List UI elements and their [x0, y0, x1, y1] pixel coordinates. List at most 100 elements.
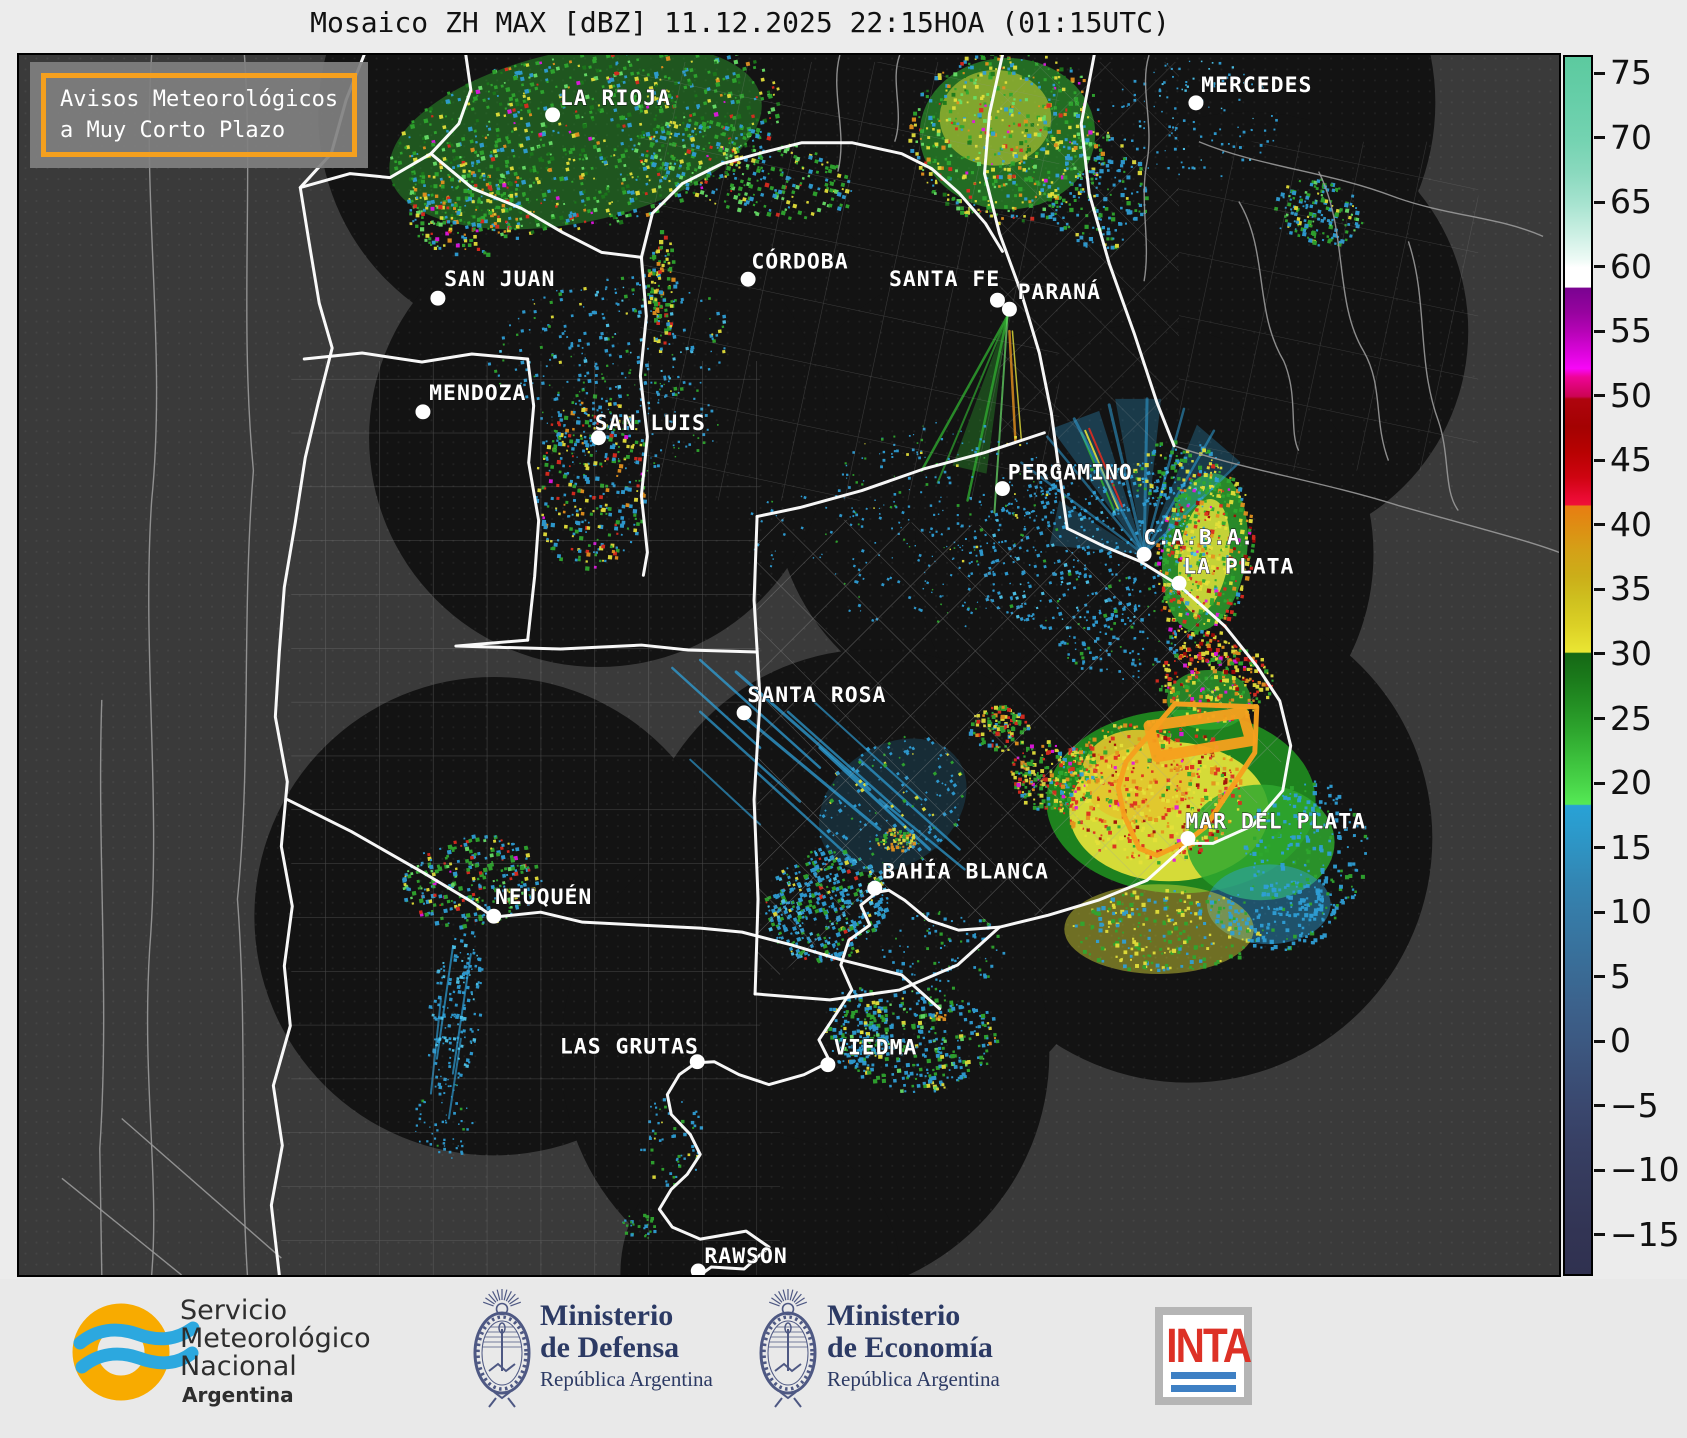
city-marker-dot	[867, 880, 883, 896]
colorbar-tick-mark	[1594, 910, 1605, 914]
border-layer	[61, 55, 1559, 1275]
city-marker-dot	[1180, 830, 1196, 846]
colorbar-tick-label: 50	[1610, 375, 1652, 415]
colorbar-tick-mark	[1594, 652, 1605, 656]
city-marker-dot	[1001, 301, 1017, 317]
colorbar-tick-label: 65	[1610, 182, 1652, 222]
defensa-title-line2: de Defensa	[540, 1331, 680, 1364]
colorbar-tick-mark	[1594, 200, 1605, 204]
colorbar-tick-label: 20	[1610, 763, 1652, 803]
city-marker-dot	[1171, 575, 1187, 591]
colorbar-tick-label: 5	[1610, 956, 1631, 996]
colorbar-tick-mark	[1594, 975, 1605, 979]
city-label: SANTA FE	[889, 267, 1000, 292]
defensa-subtitle: República Argentina	[540, 1367, 713, 1391]
colorbar-tick-mark	[1594, 587, 1605, 591]
city-marker-dot	[740, 271, 756, 287]
smn-wordmark-line3: Nacional	[180, 1351, 297, 1382]
colorbar-tick-mark	[1594, 136, 1605, 140]
city-marker-dot	[545, 107, 561, 123]
page-title: Mosaico ZH MAX [dBZ] 11.12.2025 22:15HOA…	[310, 6, 1170, 39]
colorbar-tick-mark	[1594, 71, 1605, 75]
inta-logo-bar-bottom	[1171, 1385, 1236, 1392]
city-label: C.A.B.A.	[1143, 525, 1254, 550]
city-marker-dot	[1136, 546, 1152, 562]
city-label: MERCEDES	[1201, 73, 1312, 98]
city-label: NEUQUÉN	[495, 884, 592, 910]
city-label: LA RIOJA	[560, 86, 671, 111]
inta-logo-bar-top	[1171, 1372, 1236, 1379]
city-label: SAN LUIS	[595, 411, 706, 436]
colorbar-tick-label: −5	[1610, 1085, 1659, 1125]
city-marker-dot	[415, 404, 431, 420]
inta-logo: INTA	[1155, 1307, 1252, 1405]
colorbar-tick-label: −15	[1610, 1214, 1680, 1254]
smn-wordmark-country: Argentina	[182, 1383, 294, 1407]
city-marker-dot	[690, 1263, 706, 1275]
warning-legend-line2: a Muy Corto Plazo	[60, 118, 286, 143]
city-label-layer: MERCEDES LA RIOJA SAN JUAN CÓRDOBA SANTA FE P…	[415, 72, 1366, 1275]
colorbar-tick-label: 40	[1610, 504, 1652, 544]
colorbar-tick-mark	[1594, 394, 1605, 398]
colorbar-tick-mark	[1594, 717, 1605, 720]
city-marker-dot	[486, 908, 502, 924]
colorbar-tick-mark	[1594, 265, 1605, 269]
warning-legend-frame: Avisos Meteorológicos a Muy Corto Plazo	[41, 73, 358, 157]
city-marker-dot	[689, 1054, 705, 1070]
colorbar-tick-label: 25	[1610, 698, 1652, 738]
city-label: CÓRDOBA	[751, 248, 848, 274]
footer-logos-canvas	[72, 1289, 817, 1408]
inta-logo-text: INTA	[1166, 1319, 1252, 1373]
colorbar-tick-label: 15	[1610, 827, 1652, 867]
footer-logo-bar: Servicio Meteorológico Nacional Argentin…	[0, 1279, 1687, 1438]
colorbar-tick-label: 70	[1610, 117, 1652, 157]
economia-title-line1: Ministerio	[827, 1299, 961, 1332]
city-label: MAR DEL PLATA	[1185, 809, 1366, 834]
colorbar-tick-label: 0	[1610, 1021, 1631, 1061]
smn-wordmark-line2: Meteorológico	[180, 1323, 371, 1354]
city-marker-dot	[591, 430, 606, 446]
colorbar-tick-mark	[1594, 458, 1605, 462]
city-label: LAS GRUTAS	[560, 1035, 699, 1060]
radar-map: MERCEDES LA RIOJA SAN JUAN CÓRDOBA SANTA FE P…	[17, 53, 1561, 1277]
city-label: BAHÍA BLANCA	[882, 858, 1049, 884]
city-label: SAN JUAN	[444, 267, 555, 292]
city-marker-dot	[994, 481, 1010, 497]
city-marker-dot	[1188, 95, 1204, 111]
colorbar-tick-label: 45	[1610, 440, 1652, 480]
colorbar-tick-mark	[1594, 1104, 1605, 1108]
city-marker-dot	[989, 292, 1005, 308]
city-label: VIEDMA	[834, 1036, 917, 1061]
city-marker-dot	[820, 1057, 836, 1073]
coat-of-arms-icon	[473, 1289, 531, 1408]
city-marker-dot	[430, 290, 446, 306]
colorbar-tick-mark	[1594, 846, 1605, 850]
warning-legend-box: Avisos Meteorológicos a Muy Corto Plazo	[30, 62, 369, 168]
radar-map-canvas: MERCEDES LA RIOJA SAN JUAN CÓRDOBA SANTA FE P…	[19, 55, 1559, 1275]
city-label: PARANÁ	[1018, 279, 1101, 305]
colorbar-tick-label: 30	[1610, 633, 1652, 673]
colorbar-tick-mark	[1594, 1168, 1605, 1172]
reflectivity-colorbar	[1563, 55, 1593, 1276]
coat-of-arms-icon	[759, 1289, 817, 1408]
colorbar-tick-label: −10	[1610, 1150, 1680, 1190]
department-grid-layer	[281, 61, 1479, 1275]
warning-legend-line1: Avisos Meteorológicos	[60, 87, 339, 112]
colorbar-tick-mark	[1594, 1233, 1605, 1237]
city-label: MENDOZA	[429, 381, 526, 406]
economia-title-line2: de Economía	[827, 1331, 993, 1364]
city-label: RAWSON	[704, 1244, 787, 1269]
defensa-title-line1: Ministerio	[540, 1299, 674, 1332]
inta-logo-inner: INTA	[1163, 1315, 1252, 1397]
colorbar-tick-mark	[1594, 1039, 1605, 1043]
city-label: LA PLATA	[1183, 554, 1294, 579]
city-marker-dot	[736, 705, 752, 721]
colorbar-tick-label: 10	[1610, 892, 1652, 932]
smn-wordmark-line1: Servicio	[180, 1295, 288, 1326]
colorbar-tick-label: 60	[1610, 246, 1652, 286]
economia-subtitle: República Argentina	[827, 1367, 1000, 1391]
colorbar-tick-mark	[1594, 329, 1605, 333]
colorbar-tick-label: 75	[1610, 53, 1652, 92]
colorbar-tick-label: 55	[1610, 311, 1652, 351]
